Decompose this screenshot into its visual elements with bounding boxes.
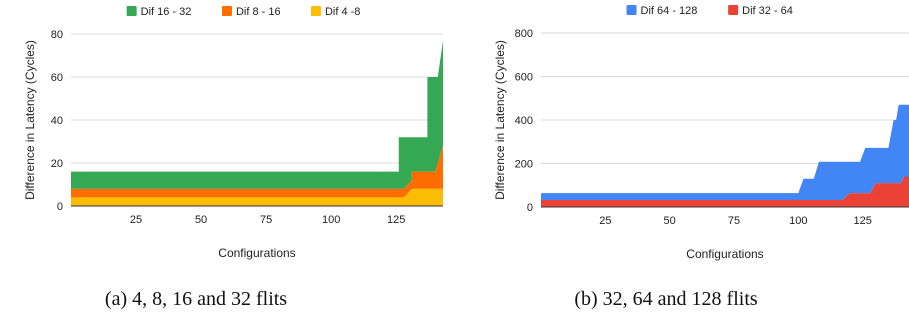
a-legend-label-dif-8-16[interactable]: Dif 8 - 16	[236, 6, 281, 18]
b-area-dif-32-64	[541, 176, 909, 207]
b-legend-label-dif-64-128[interactable]: Dif 64 - 128	[641, 5, 698, 17]
b-ytick-label: 800	[515, 28, 533, 40]
a-xtick-label: 25	[130, 214, 142, 226]
a-ytick-label: 20	[51, 158, 63, 170]
b-xtick-label: 50	[664, 215, 676, 227]
chart-b: 0 200 400 600 800 25 50 75 100 125 Configurations D…	[493, 5, 909, 261]
a-ytick-label: 80	[51, 29, 63, 41]
chart-a: 0 20 40 60 80 25 50 75 100 125 Configurations Diffe…	[23, 6, 443, 260]
b-xtick-label: 125	[853, 215, 871, 227]
b-ytick-label: 400	[515, 115, 533, 127]
b-legend-swatch-dif-64-128[interactable]	[626, 5, 637, 15]
a-area-dif-8-16	[71, 145, 443, 198]
b-area-dif-64-128	[541, 104, 909, 201]
b-legend-swatch-dif-32-64[interactable]	[728, 5, 739, 15]
b-legend-label-dif-32-64[interactable]: Dif 32 - 64	[742, 5, 793, 17]
a-xtick-label: 125	[387, 214, 405, 226]
b-ytick-label: 600	[515, 72, 533, 84]
b-xtick-label: 100	[789, 215, 807, 227]
b-x-axis-title: Configurations	[686, 247, 763, 261]
b-xtick-label: 25	[599, 215, 611, 227]
a-legend-label-dif-16-32[interactable]: Dif 16 - 32	[141, 6, 192, 18]
a-ytick-label: 0	[57, 201, 63, 213]
a-xtick-label: 50	[195, 214, 207, 226]
b-y-axis-title: Difference in Latency (Cycles)	[493, 40, 507, 200]
a-ytick-label: 40	[51, 115, 63, 127]
b-ytick-label: 200	[515, 159, 533, 171]
a-legend-swatch-dif-4-8[interactable]	[310, 6, 321, 16]
a-legend-swatch-dif-16-32[interactable]	[126, 6, 137, 16]
caption-b: (b) 32, 64 and 128 flits	[574, 288, 758, 310]
a-xtick-label: 100	[322, 214, 340, 226]
b-ytick-label: 0	[527, 202, 533, 214]
a-legend-label-dif-4-8[interactable]: Dif 4 -8	[325, 6, 360, 18]
a-x-axis-title: Configurations	[218, 246, 295, 260]
a-ytick-label: 60	[51, 72, 63, 84]
b-xtick-label: 75	[728, 215, 740, 227]
caption-a: (a) 4, 8, 16 and 32 flits	[105, 288, 287, 310]
a-legend-swatch-dif-8-16[interactable]	[221, 6, 232, 16]
a-y-axis-title: Difference in Latency (Cycles)	[23, 40, 37, 200]
a-xtick-label: 75	[260, 214, 272, 226]
a-area-dif-16-32	[71, 40, 443, 189]
